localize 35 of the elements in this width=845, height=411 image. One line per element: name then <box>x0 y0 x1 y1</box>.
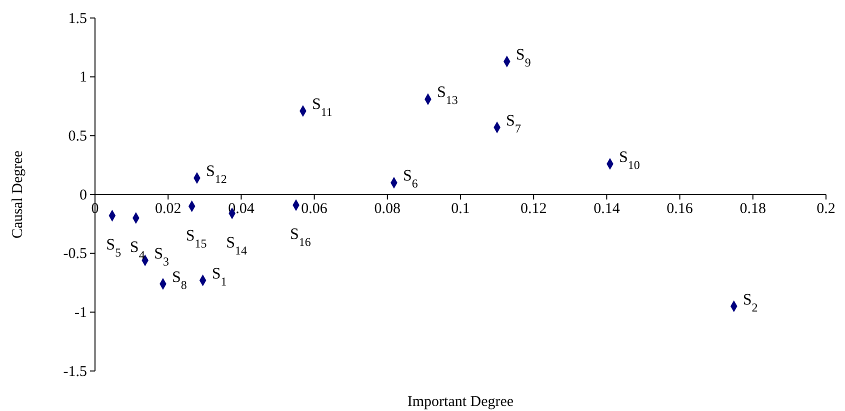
x-tick-label: 0.2 <box>816 201 836 218</box>
x-tick-label: 0.08 <box>374 201 401 218</box>
x-tick-label: 0.1 <box>451 201 470 218</box>
annotation: S$_{14}$ <box>226 234 247 258</box>
x-axis-title: Important Degree <box>407 394 514 410</box>
y-tick-label: -1.5 <box>63 364 87 380</box>
x-tick-label: 0.06 <box>301 201 328 218</box>
x-tick-label: 0.02 <box>154 201 182 218</box>
x-tick-label: 0.14 <box>594 201 620 218</box>
annotation: S$_{3}$ <box>154 245 169 268</box>
annotation: S$_{11}$ <box>312 96 332 119</box>
annotation: S$_{10}$ <box>618 148 640 172</box>
x-tick-label: 0.18 <box>740 201 766 218</box>
y-tick-label: -0.5 <box>63 246 87 262</box>
y-tick-label: -1 <box>74 304 87 321</box>
x-tick-label: 0.04 <box>228 201 255 218</box>
x-tick-label: 0.12 <box>520 201 547 218</box>
annotation: S$_{7}$ <box>506 112 521 136</box>
annotation: S$_{4}$ <box>130 239 145 262</box>
annotation: S$_{5}$ <box>106 236 122 260</box>
annotation: S$_{13}$ <box>436 84 458 108</box>
annotation: S$_{9}$ <box>516 46 531 70</box>
y-tick-label: 1.5 <box>68 10 87 27</box>
y-tick-label: 1 <box>80 70 87 86</box>
annotation: S$_{16}$ <box>290 226 311 250</box>
y-tick-label: 0.5 <box>68 128 87 144</box>
y-axis-title: Causal Degree <box>10 150 26 238</box>
annotation: S$_{1}$ <box>212 265 227 288</box>
y-tick-label: 0 <box>80 187 87 204</box>
x-tick-label: 0.16 <box>666 201 694 218</box>
annotation: S$_{2}$ <box>742 291 758 314</box>
annotation: S$_{15}$ <box>186 227 207 250</box>
annotation: S$_{6}$ <box>402 168 418 191</box>
annotation: S$_{12}$ <box>206 163 227 186</box>
annotation: S$_{8}$ <box>172 268 187 292</box>
